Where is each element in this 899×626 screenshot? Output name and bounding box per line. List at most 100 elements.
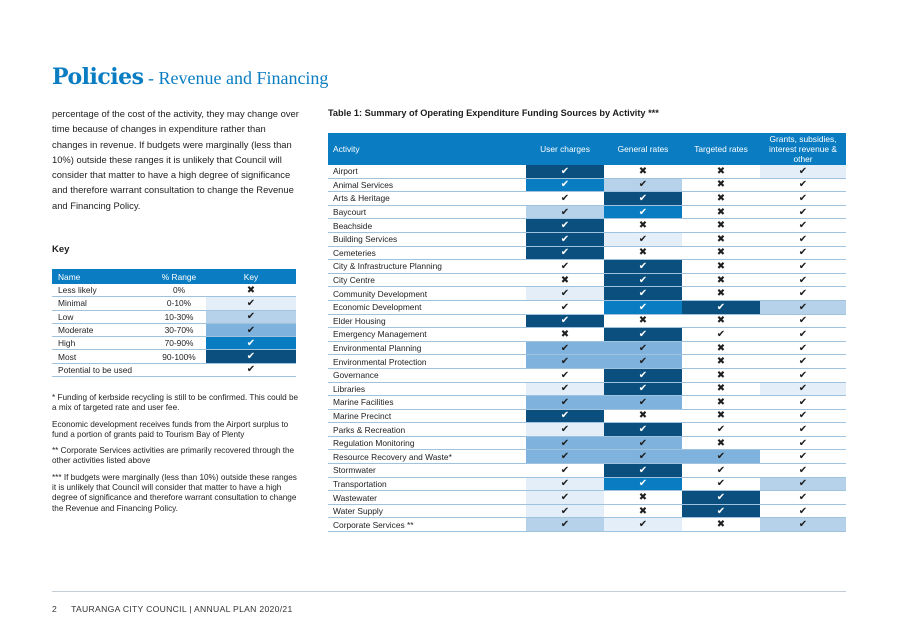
user-charges-cell: ✔: [526, 422, 604, 437]
targeted-rates-cell: ✔: [682, 422, 760, 437]
key-name: Potential to be used: [52, 363, 152, 378]
key-range: [152, 363, 206, 378]
grants-cell: ✔: [760, 218, 846, 233]
targeted-rates-cell: ✔: [682, 327, 760, 342]
footnote: ** Corporate Services activities are pri…: [52, 446, 295, 466]
targeted-rates-cell: ✖: [682, 246, 760, 261]
page-title: Policies - Revenue and Financing: [52, 55, 328, 92]
table-row: Marine Facilities ✔ ✔ ✖ ✔: [328, 395, 846, 410]
activity-name: Corporate Services **: [328, 517, 526, 533]
general-rates-cell: ✔: [604, 300, 682, 315]
grants-cell: ✔: [760, 477, 846, 492]
targeted-rates-cell: ✖: [682, 409, 760, 424]
general-rates-cell: ✔: [604, 341, 682, 356]
user-charges-cell: ✔: [526, 178, 604, 193]
key-heading: Key: [52, 244, 70, 255]
table-row: Baycourt ✔ ✔ ✖ ✔: [328, 205, 846, 220]
general-rates-cell: ✖: [604, 409, 682, 424]
activity-name: Stormwater: [328, 463, 526, 478]
activity-name: Libraries: [328, 382, 526, 397]
table-row: Marine Precinct ✔ ✖ ✖ ✔: [328, 409, 846, 424]
table-row: Environmental Protection ✔ ✔ ✖ ✔: [328, 354, 846, 369]
user-charges-cell: ✔: [526, 354, 604, 369]
grants-cell: ✔: [760, 517, 846, 533]
key-name: Most: [52, 349, 152, 364]
activity-name: Marine Facilities: [328, 395, 526, 410]
table-row: Governance ✔ ✔ ✖ ✔: [328, 368, 846, 383]
key-symbol: ✔: [206, 336, 296, 351]
key-row: Potential to be used ✔: [52, 363, 296, 378]
key-name: High: [52, 336, 152, 351]
targeted-rates-cell: ✖: [682, 273, 760, 288]
grants-cell: ✔: [760, 368, 846, 383]
user-charges-cell: ✔: [526, 259, 604, 274]
user-charges-cell: ✔: [526, 409, 604, 424]
user-charges-cell: ✔: [526, 477, 604, 492]
key-table-header: Name % Range Key: [52, 269, 296, 284]
general-rates-cell: ✖: [604, 218, 682, 233]
targeted-rates-cell: ✖: [682, 205, 760, 220]
user-charges-cell: ✔: [526, 395, 604, 410]
general-rates-cell: ✔: [604, 286, 682, 301]
grants-cell: ✔: [760, 165, 846, 179]
grants-cell: ✔: [760, 286, 846, 301]
user-charges-cell: ✔: [526, 490, 604, 505]
activity-name: Regulation Monitoring: [328, 436, 526, 451]
key-range: 70-90%: [152, 336, 206, 351]
user-charges-cell: ✔: [526, 341, 604, 356]
table-row: Transportation ✔ ✔ ✔ ✔: [328, 477, 846, 492]
key-col-name: Name: [52, 269, 152, 284]
key-row: Less likely 0% ✖: [52, 284, 296, 298]
table-row: Wastewater ✔ ✖ ✔ ✔: [328, 490, 846, 505]
grants-cell: ✔: [760, 327, 846, 342]
table-row: Emergency Management ✖ ✔ ✔ ✔: [328, 327, 846, 342]
col-grants: Grants, subsidies, interest revenue & ot…: [760, 133, 846, 165]
key-col-key: Key: [206, 269, 296, 284]
page-title-main: Policies: [52, 64, 144, 90]
targeted-rates-cell: ✔: [682, 449, 760, 465]
general-rates-cell: ✔: [604, 205, 682, 220]
key-row: Moderate 30-70% ✔: [52, 323, 296, 338]
user-charges-cell: ✔: [526, 368, 604, 383]
table-row: Parks & Recreation ✔ ✔ ✔ ✔: [328, 422, 846, 437]
table-row: Stormwater ✔ ✔ ✔ ✔: [328, 463, 846, 478]
targeted-rates-cell: ✖: [682, 259, 760, 274]
targeted-rates-cell: ✔: [682, 300, 760, 315]
key-range: 0-10%: [152, 296, 206, 311]
user-charges-cell: ✔: [526, 232, 604, 247]
general-rates-cell: ✔: [604, 191, 682, 206]
activity-name: Governance: [328, 368, 526, 383]
grants-cell: ✔: [760, 490, 846, 505]
targeted-rates-cell: ✖: [682, 382, 760, 397]
key-row: Minimal 0-10% ✔: [52, 296, 296, 311]
table-title: Table 1: Summary of Operating Expenditur…: [328, 108, 659, 118]
grants-cell: ✔: [760, 463, 846, 478]
table-row: Community Development ✔ ✔ ✖ ✔: [328, 286, 846, 301]
general-rates-cell: ✖: [604, 314, 682, 329]
footer-text: TAURANGA CITY COUNCIL | ANNUAL PLAN 2020…: [71, 604, 293, 614]
table-row: Resource Recovery and Waste* ✔ ✔ ✔ ✔: [328, 449, 846, 465]
user-charges-cell: ✔: [526, 463, 604, 478]
grants-cell: ✔: [760, 205, 846, 220]
table-row: Airport ✔ ✖ ✖ ✔: [328, 165, 846, 179]
footnotes: * Funding of kerbside recycling is still…: [52, 393, 302, 520]
general-rates-cell: ✖: [604, 246, 682, 261]
general-rates-cell: ✖: [604, 165, 682, 179]
targeted-rates-cell: ✖: [682, 517, 760, 533]
table-row: City & Infrastructure Planning ✔ ✔ ✖ ✔: [328, 259, 846, 274]
page-title-sub: - Revenue and Financing: [143, 68, 329, 88]
general-rates-cell: ✖: [604, 504, 682, 519]
activity-name: City & Infrastructure Planning: [328, 259, 526, 274]
intro-paragraph: percentage of the cost of the activity, …: [52, 108, 299, 211]
key-symbol: ✔: [206, 323, 296, 338]
footnote: Economic development receives funds from…: [52, 419, 289, 439]
table-row: Libraries ✔ ✔ ✖ ✔: [328, 382, 846, 397]
targeted-rates-cell: ✖: [682, 395, 760, 410]
targeted-rates-cell: ✖: [682, 341, 760, 356]
table-row: Building Services ✔ ✔ ✖ ✔: [328, 232, 846, 247]
funding-table-header: Activity User charges General rates Targ…: [328, 133, 846, 165]
user-charges-cell: ✔: [526, 300, 604, 315]
table-row: Elder Housing ✔ ✖ ✖ ✔: [328, 314, 846, 329]
grants-cell: ✔: [760, 422, 846, 437]
key-col-range: % Range: [152, 269, 206, 284]
